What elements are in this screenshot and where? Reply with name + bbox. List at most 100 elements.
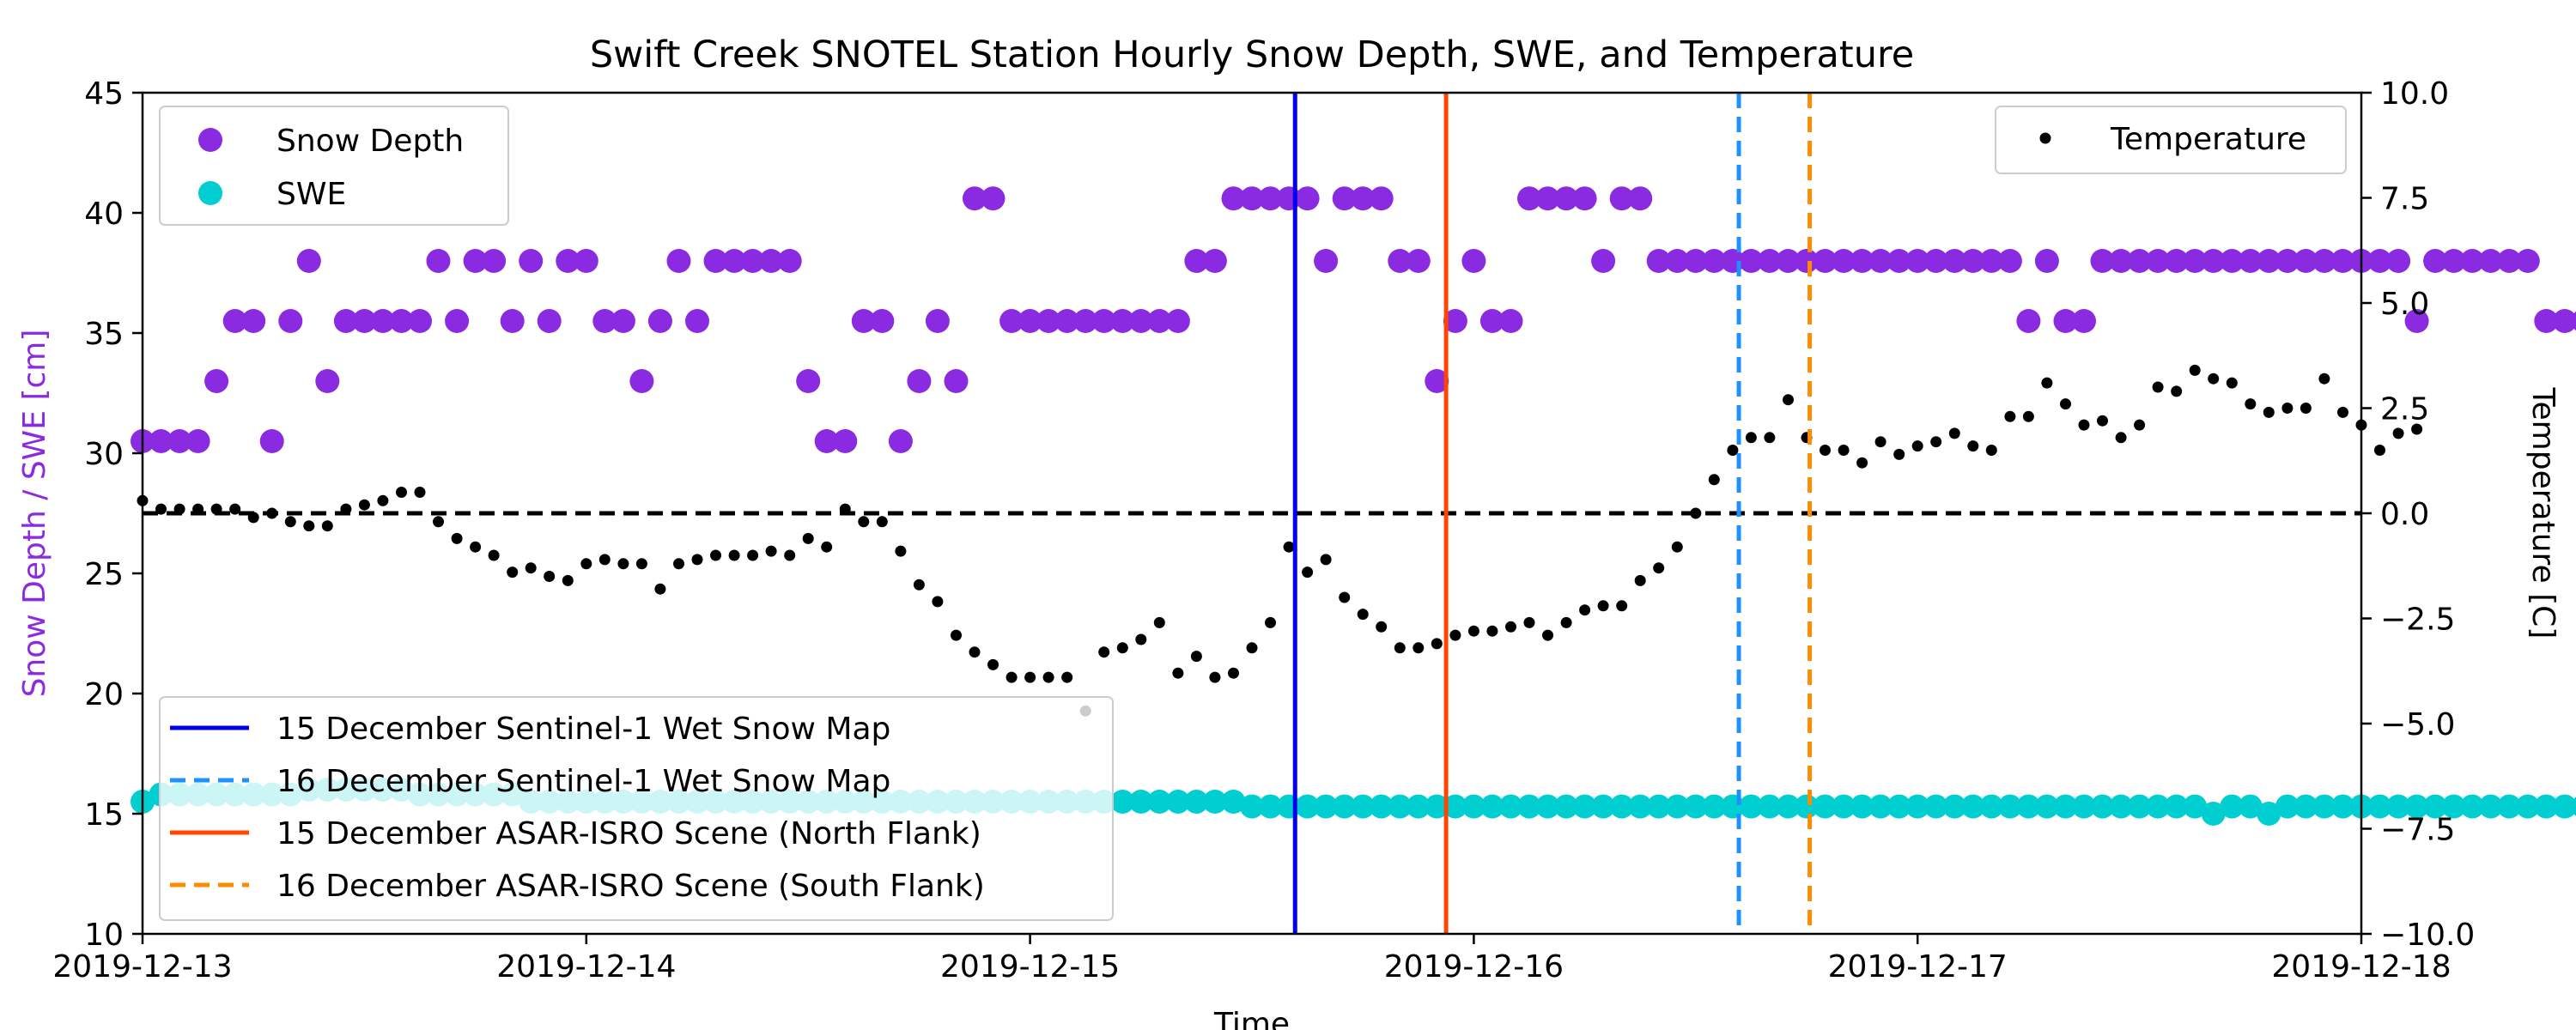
temperature-point	[340, 503, 352, 515]
temperature-point	[802, 532, 814, 544]
swe-point	[2478, 794, 2503, 819]
temperature-point	[1930, 436, 1942, 448]
y-right-tick-label: 0.0	[2380, 497, 2429, 532]
swe-point	[2571, 797, 2576, 816]
snow-depth-point	[1628, 186, 1653, 211]
temperature-point	[192, 503, 204, 515]
snow-depth-point	[1165, 309, 1190, 333]
snow-depth-point	[167, 429, 192, 453]
swe-point	[1683, 794, 1708, 819]
y-right-tick-label: −7.5	[2380, 813, 2455, 848]
snow-depth-point	[814, 429, 839, 453]
snow-depth-point	[2534, 309, 2559, 333]
temperature-point	[1616, 600, 1628, 612]
temperature-point	[2374, 445, 2385, 456]
temperature-point	[1265, 616, 1276, 628]
snow-depth-point	[463, 249, 488, 273]
legend-event-lines	[159, 696, 1114, 921]
x-axis-label: Time	[1213, 1007, 1290, 1030]
swe-point	[1757, 794, 1782, 819]
temperature-point	[1283, 541, 1295, 553]
snow-depth-point	[1905, 249, 1930, 273]
x-tick-label: 2019-12-18	[2271, 949, 2451, 985]
swe-point	[1369, 794, 1394, 819]
swe-point	[1461, 794, 1486, 819]
temperature-point	[821, 541, 833, 553]
legend-label: Temperature	[2110, 122, 2306, 157]
swe-point	[1776, 794, 1801, 819]
temperature-point	[155, 503, 167, 515]
temperature-point	[1948, 427, 1960, 439]
snow-depth-point	[149, 429, 173, 453]
temperature-point	[1116, 642, 1128, 654]
snow-depth-point	[2571, 311, 2576, 331]
snow-depth-point	[870, 309, 895, 333]
legend-label: SWE	[276, 177, 346, 212]
swe-point	[1850, 794, 1874, 819]
y-left-tick-label: 35	[84, 317, 124, 352]
swe-point	[1425, 794, 1449, 819]
temperature-point	[2337, 406, 2348, 418]
snow-depth-point	[1314, 249, 1339, 273]
temperature-point	[839, 503, 851, 515]
snow-depth-point	[2016, 309, 2041, 333]
temperature-point	[617, 558, 629, 570]
swe-point	[1665, 794, 1690, 819]
swe-point	[2441, 794, 2466, 819]
temperature-point	[488, 549, 500, 561]
swe-point	[2146, 794, 2171, 819]
swe-point	[1165, 790, 1190, 814]
snow-depth-point	[1258, 186, 1283, 211]
swe-point	[1184, 790, 1209, 814]
snow-depth-point	[2201, 249, 2226, 273]
snow-depth-point	[2367, 249, 2392, 273]
temperature-point	[1376, 621, 1388, 633]
swe-point	[2201, 802, 2226, 826]
swe-point	[1702, 794, 1727, 819]
swe-point	[1646, 794, 1671, 819]
snow-depth-point	[722, 249, 747, 273]
swe-point	[2183, 794, 2208, 819]
snow-depth-point	[1461, 249, 1486, 273]
swe-point	[2034, 794, 2059, 819]
snow-depth-point	[1479, 309, 1504, 333]
temperature-point	[2300, 403, 2312, 414]
snow-depth-point	[740, 249, 765, 273]
temperature-point	[728, 549, 740, 561]
swe-point	[1886, 794, 1911, 819]
swe-point	[1609, 794, 1634, 819]
snow-depth-point	[944, 369, 969, 393]
swe-point	[1479, 794, 1504, 819]
temperature-point	[2281, 403, 2293, 414]
snow-depth-point	[2109, 249, 2134, 273]
snow-depth-point	[611, 309, 635, 333]
x-tick-label: 2019-12-14	[496, 949, 676, 985]
y-right-tick-label: 5.0	[2380, 287, 2429, 322]
temperature-point	[1153, 616, 1165, 628]
snow-depth-point	[296, 249, 321, 273]
snow-depth-point	[1813, 249, 1838, 273]
swe-point	[1572, 794, 1597, 819]
temperature-point	[1061, 671, 1073, 683]
snow-depth-point	[963, 186, 987, 211]
swe-point	[2053, 794, 2078, 819]
temperature-point	[580, 558, 592, 570]
swe-point	[2072, 794, 2096, 819]
temperature-point	[1005, 671, 1018, 683]
temperature-point	[303, 520, 315, 532]
snow-depth-point	[352, 309, 377, 333]
swe-point	[2275, 794, 2300, 819]
swe-point	[1332, 794, 1357, 819]
snow-depth-point	[1295, 186, 1320, 211]
snow-depth-point	[445, 309, 470, 333]
swe-point	[1942, 794, 1967, 819]
swe-point	[2460, 794, 2485, 819]
swe-point	[1535, 794, 1560, 819]
temperature-point	[1449, 629, 1461, 641]
temperature-point	[1893, 448, 1905, 460]
temperature-point	[635, 558, 647, 570]
temperature-point	[2318, 373, 2330, 385]
temperature-point	[1579, 604, 1591, 616]
swe-point	[1905, 794, 1930, 819]
snow-depth-point	[500, 309, 525, 333]
